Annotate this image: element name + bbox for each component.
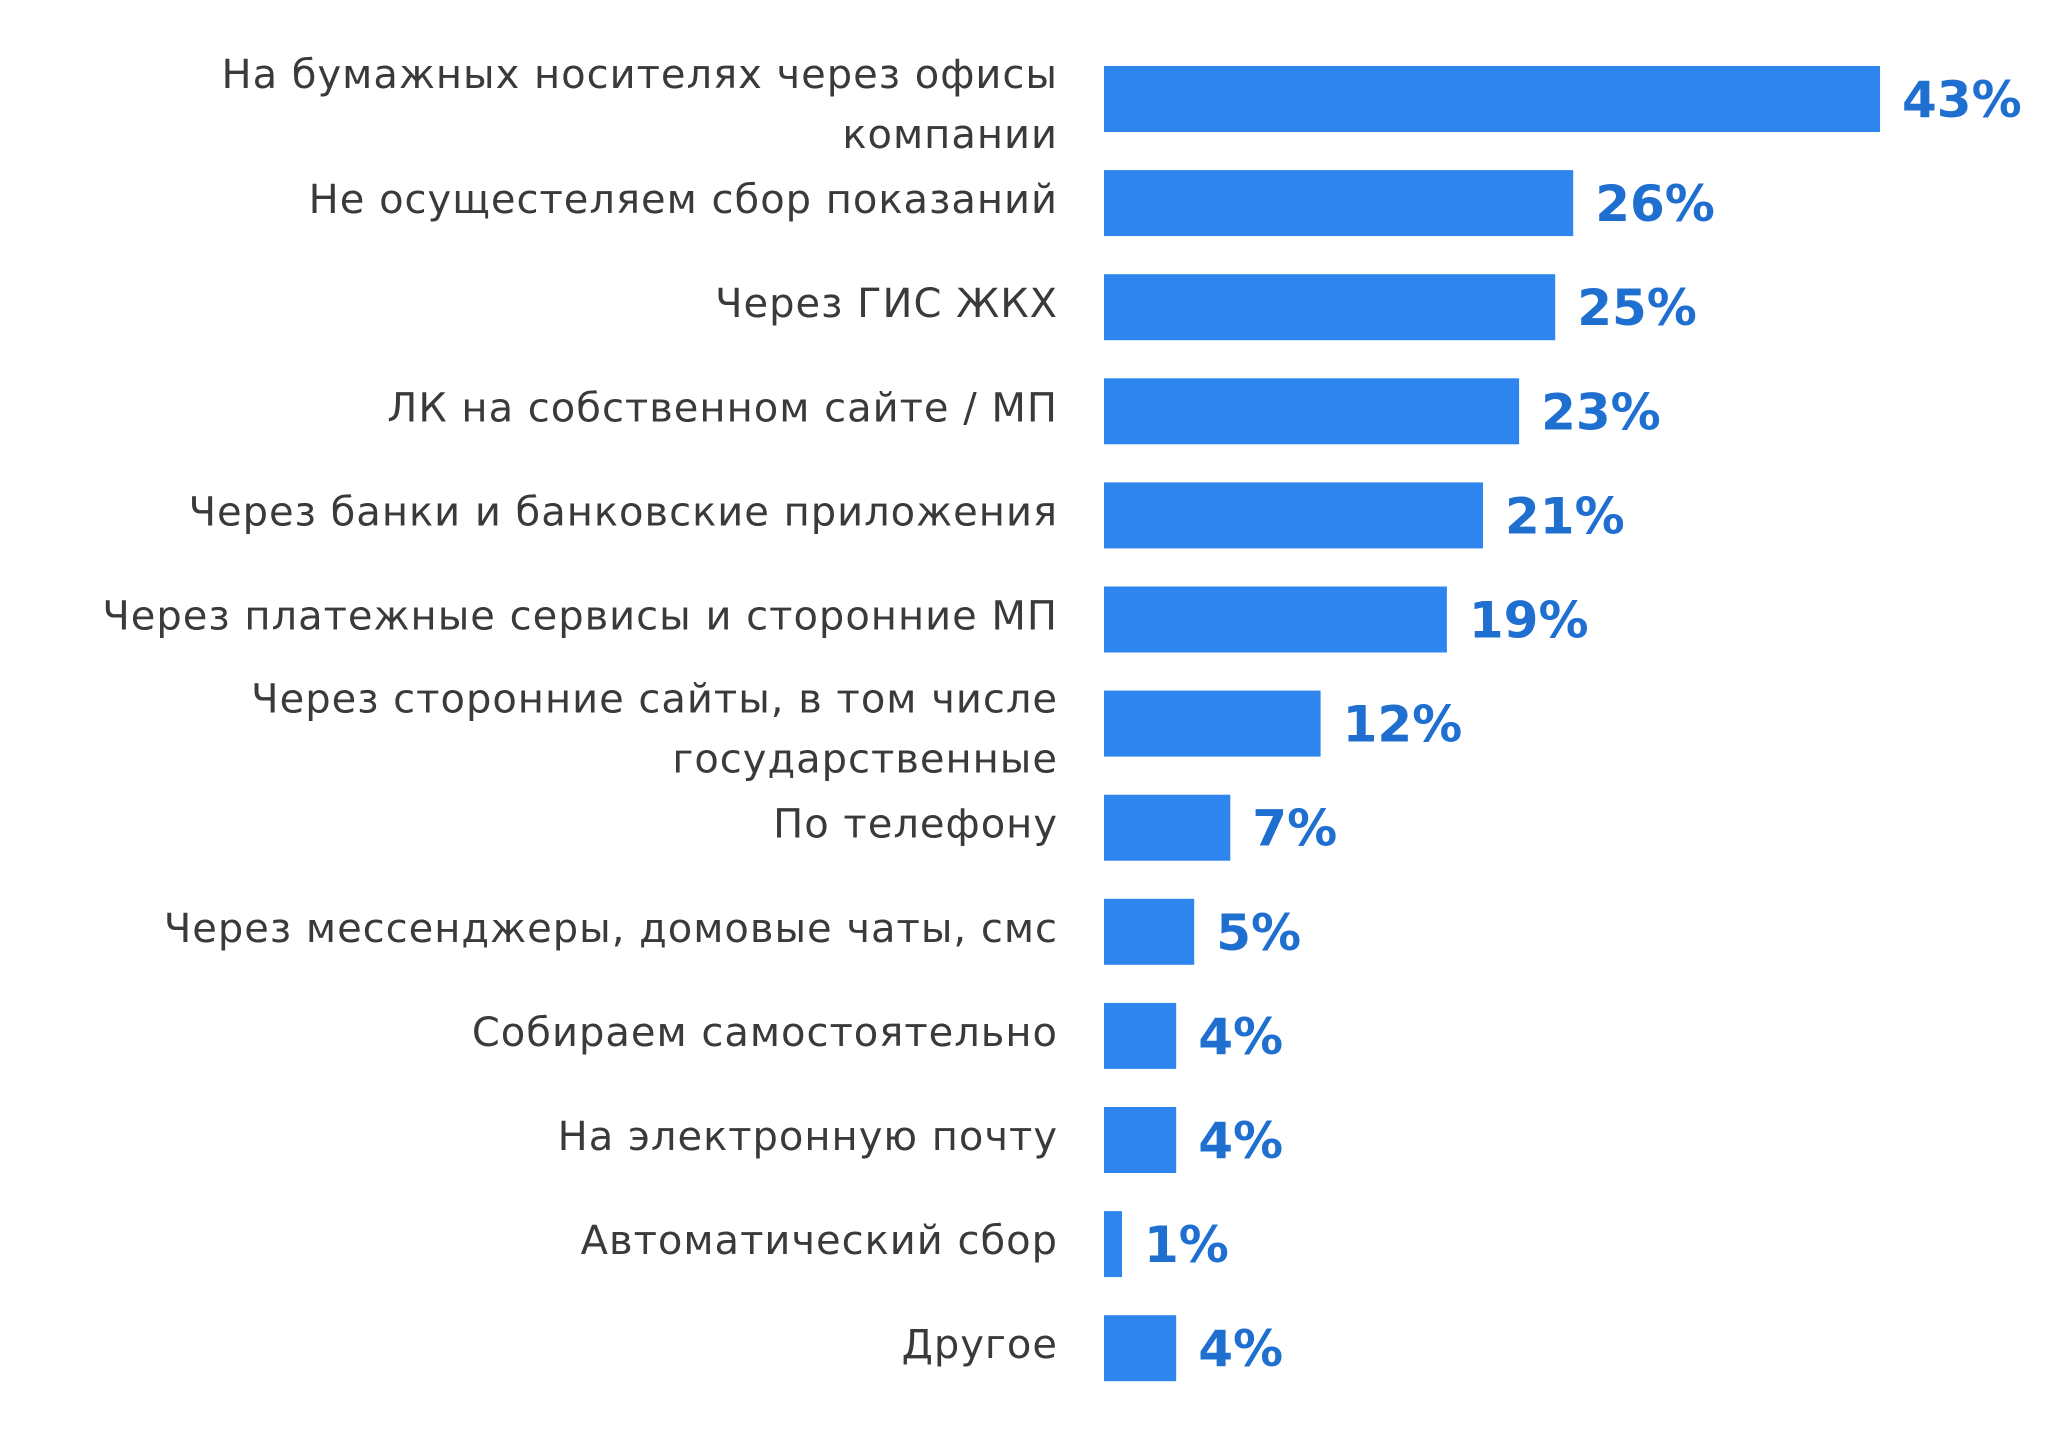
- value-label-1: 43%: [1902, 71, 2022, 129]
- value-label-6: 19%: [1469, 592, 1589, 650]
- bar-7: [1104, 690, 1321, 757]
- value-label-9: 5%: [1216, 904, 1301, 962]
- value-label-5: 21%: [1505, 487, 1625, 545]
- category-label-7: Через сторонние сайты, в том числе госуда…: [251, 677, 1058, 783]
- value-label-12: 1%: [1144, 1216, 1229, 1274]
- value-label-3: 25%: [1577, 279, 1697, 337]
- bar-9: [1104, 898, 1195, 965]
- category-label-13: Другое: [902, 1322, 1058, 1368]
- bar-4: [1104, 378, 1520, 445]
- value-label-4: 23%: [1541, 383, 1661, 441]
- category-label-3: Через ГИС ЖКХ: [715, 281, 1058, 327]
- bar-12: [1104, 1211, 1122, 1278]
- category-label-5: Через банки и банковские приложения: [189, 489, 1058, 535]
- bar-5: [1104, 482, 1483, 549]
- value-label-7: 12%: [1343, 696, 1463, 754]
- category-label-10: Собираем самостоятельно: [472, 1010, 1058, 1056]
- category-label-2: Не осущестеляем сбор показаний: [309, 177, 1058, 223]
- value-label-11: 4%: [1198, 1112, 1283, 1170]
- value-label-8: 7%: [1252, 800, 1337, 858]
- category-label-1: На бумажных носителях через офисы компани…: [222, 52, 1059, 158]
- value-label-10: 4%: [1198, 1008, 1283, 1066]
- category-label-6: Через платежные сервисы и сторонние МП: [102, 594, 1058, 640]
- category-label-12: Автоматический сбор: [581, 1218, 1058, 1264]
- bar-10: [1104, 1002, 1177, 1069]
- category-label-11: На электронную почту: [558, 1114, 1058, 1160]
- bar-3: [1104, 274, 1556, 341]
- bar-13: [1104, 1315, 1177, 1382]
- category-label-4: ЛК на собственном сайте / МП: [387, 385, 1058, 431]
- bar-2: [1104, 170, 1574, 237]
- bar-8: [1104, 794, 1231, 861]
- bar-6: [1104, 586, 1447, 653]
- category-label-8: По телефону: [773, 802, 1058, 848]
- category-labels-group: На бумажных носителях через офисы компани…: [102, 52, 1059, 1368]
- value-labels-group: 43% 26% 25% 23% 21% 19%12%7% 5% 4% 4% 1% 4%: [1144, 71, 2022, 1378]
- value-label-2: 26%: [1595, 175, 1715, 233]
- value-label-13: 4%: [1198, 1320, 1283, 1378]
- bar-1: [1104, 66, 1880, 132]
- bar-11: [1104, 1107, 1177, 1173]
- category-label-9: Через мессенджеры, домовые чаты, смс: [164, 906, 1058, 952]
- bars-group: [1104, 66, 1880, 1382]
